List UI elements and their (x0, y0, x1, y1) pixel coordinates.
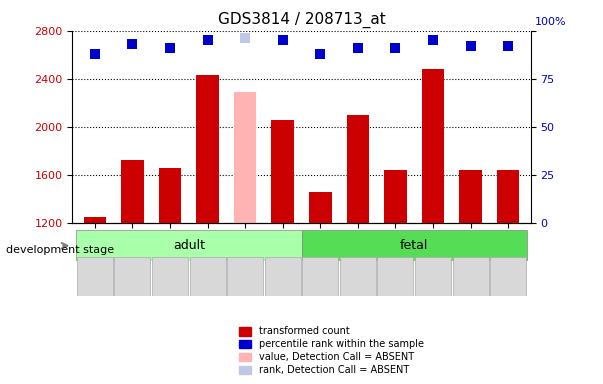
Point (353, 45, 362, 51)
FancyBboxPatch shape (377, 257, 414, 296)
Point (278, 37, 288, 43)
FancyBboxPatch shape (265, 257, 301, 296)
Point (466, 43, 475, 49)
Bar (421, 69, 444, 223)
Bar (497, 170, 519, 223)
Point (241, 35, 250, 41)
Point (391, 45, 400, 51)
FancyBboxPatch shape (227, 257, 263, 296)
FancyBboxPatch shape (115, 257, 151, 296)
Point (128, 41, 137, 47)
Bar (309, 192, 332, 223)
Point (203, 37, 212, 43)
Bar (121, 161, 144, 223)
Bar (459, 170, 482, 223)
Bar (234, 92, 256, 223)
Title: GDS3814 / 208713_at: GDS3814 / 208713_at (218, 12, 385, 28)
Point (504, 43, 513, 49)
Text: adult: adult (173, 239, 205, 252)
FancyBboxPatch shape (452, 257, 488, 296)
FancyBboxPatch shape (302, 257, 338, 296)
FancyBboxPatch shape (490, 257, 526, 296)
Legend: transformed count, percentile rank within the sample, value, Detection Call = AB: transformed count, percentile rank withi… (236, 323, 428, 379)
Bar (159, 167, 182, 223)
Text: fetal: fetal (400, 239, 428, 252)
Bar (197, 75, 219, 223)
Text: 100%: 100% (535, 17, 567, 27)
Bar (347, 115, 369, 223)
Text: development stage: development stage (6, 245, 114, 255)
Bar (384, 170, 406, 223)
FancyBboxPatch shape (415, 257, 451, 296)
FancyBboxPatch shape (152, 257, 188, 296)
Point (90, 51, 99, 57)
Bar (271, 119, 294, 223)
FancyBboxPatch shape (76, 230, 302, 261)
FancyBboxPatch shape (77, 257, 113, 296)
Point (165, 45, 175, 51)
FancyBboxPatch shape (189, 257, 226, 296)
Point (428, 37, 438, 43)
Bar (84, 217, 106, 223)
Point (315, 51, 325, 57)
FancyBboxPatch shape (302, 230, 527, 261)
FancyBboxPatch shape (340, 257, 376, 296)
